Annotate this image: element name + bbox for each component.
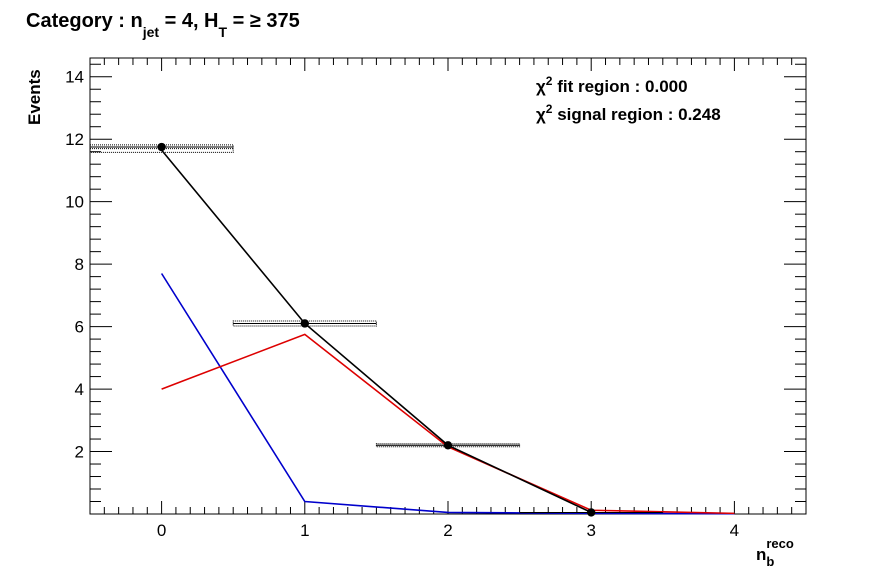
chi2-fit-annotation: χ2 fit region : 0.000 [536,74,688,96]
x-tick-label: 1 [300,521,309,540]
x-tick-label: 2 [443,521,452,540]
y-tick-label: 6 [75,318,84,337]
y-tick-label: 4 [75,380,84,399]
y-tick-label: 10 [65,193,84,212]
series-line-0 [160,273,735,515]
data-point [157,142,166,152]
y-tick-label: 12 [65,130,84,149]
data-point [443,441,453,450]
data-point [300,319,309,328]
series-line-2 [160,149,592,514]
chi2-signal-annotation: χ2 signal region : 0.248 [536,102,721,124]
y-tick-label: 14 [65,68,84,87]
x-tick-label: 0 [157,521,166,540]
y-axis-label: Events [25,69,44,125]
uncertainty-band [89,144,234,153]
y-tick-label: 8 [75,255,84,274]
data-points [90,142,663,517]
chart-title: Category : njet = 4, HT = ≥ 375 [26,10,300,40]
data-point [587,508,596,517]
x-axis-label: nbreco [756,536,794,569]
axis-ticks [89,58,807,514]
x-tick-label: 3 [586,521,595,540]
y-tick-label: 2 [75,443,84,462]
x-tick-label: 4 [730,521,739,540]
